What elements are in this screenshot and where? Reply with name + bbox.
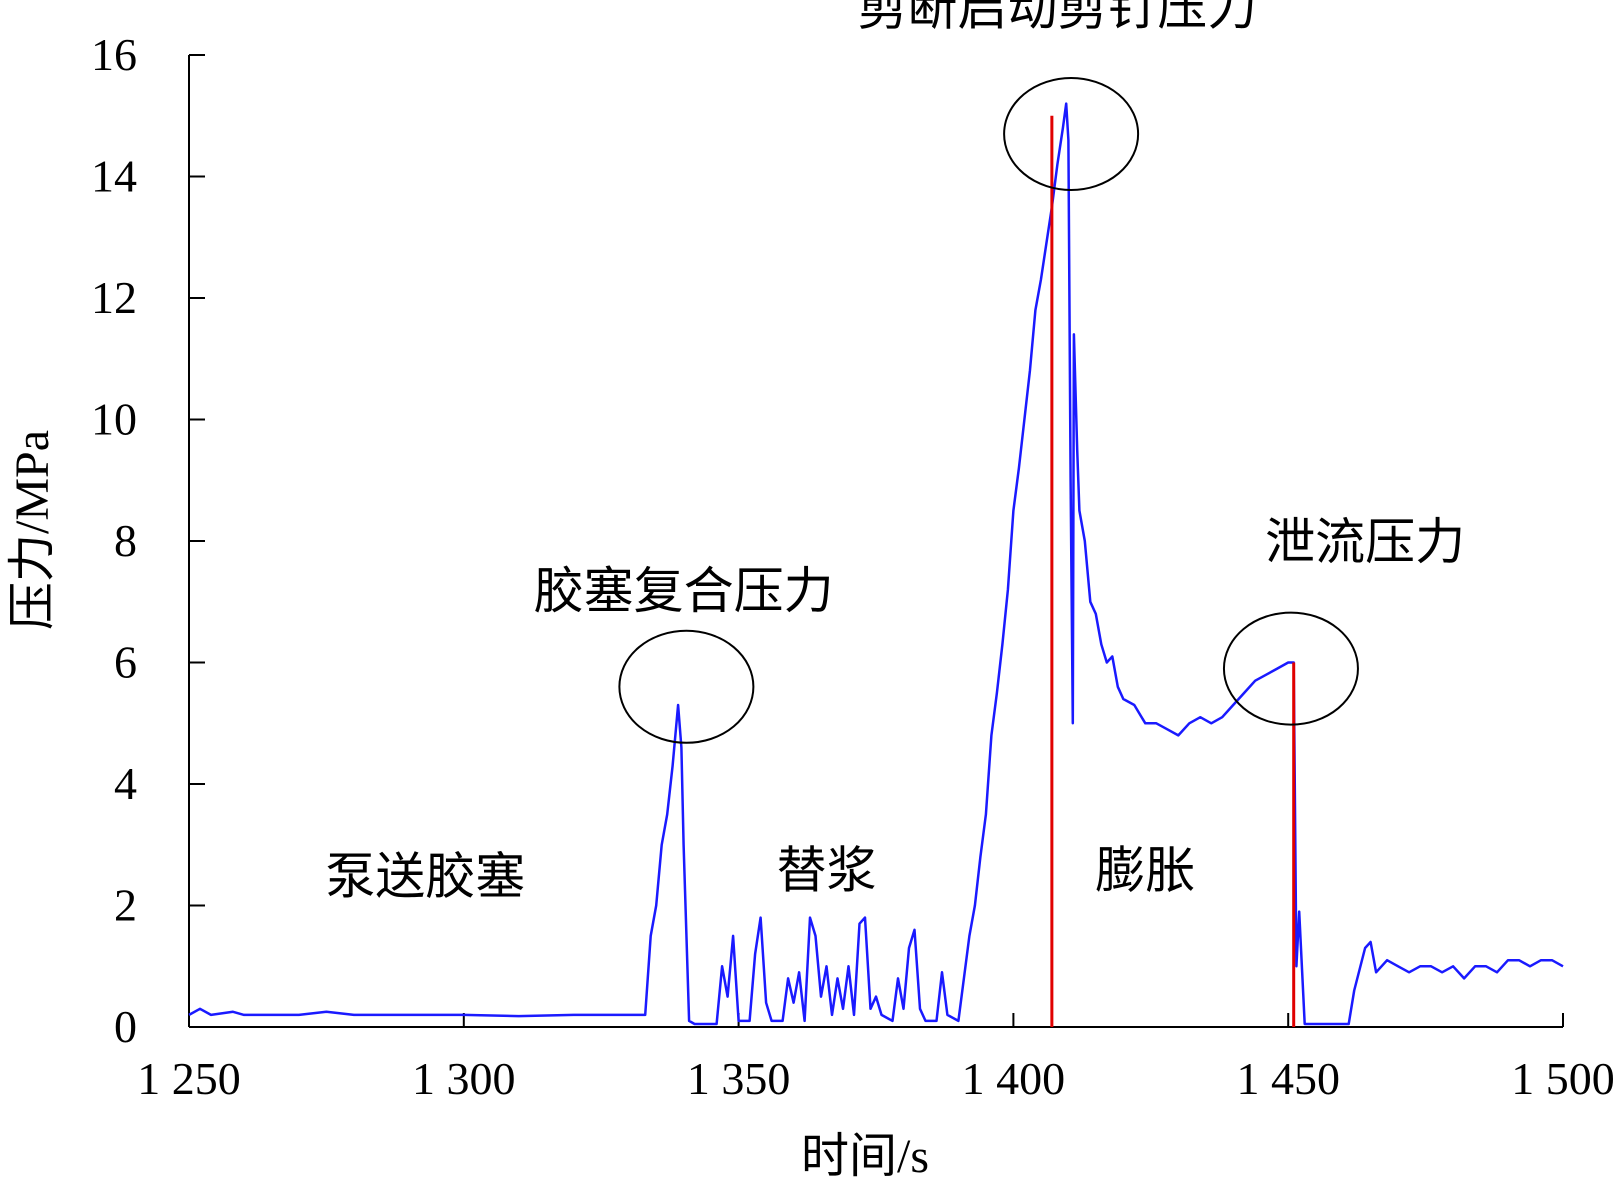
annotation-label: 替浆: [777, 841, 877, 899]
event-lines: [1050, 115, 1296, 1027]
highlight-circles: [618, 76, 1359, 744]
x-tick-label: 1 300: [412, 1053, 516, 1104]
y-tick-label: 16: [91, 29, 137, 80]
y-tick-label: 10: [91, 394, 137, 445]
y-tick-label: 6: [114, 637, 137, 688]
y-tick-label: 2: [114, 880, 137, 931]
ticks: 0 2 4 6 8 10 12 14 16 1 250 1 300 1 350 1 400 1 450 1 …: [91, 29, 1615, 1104]
x-tick-label: 1 500: [1511, 1053, 1615, 1104]
y-tick-label: 8: [114, 515, 137, 566]
highlight-circle: [618, 629, 755, 744]
annotation-label: 泵送胶塞: [325, 847, 525, 905]
highlight-circle: [1003, 76, 1140, 191]
y-axis-title: 压力/MPa: [6, 430, 59, 630]
x-tick-label: 1 400: [962, 1053, 1066, 1104]
annotation-label: 剪断启动剪钉压力: [857, 0, 1257, 37]
y-tick-label: 4: [114, 758, 137, 809]
x-tick-label: 1 250: [137, 1053, 241, 1104]
y-tick-label: 0: [114, 1001, 137, 1052]
annotation-label: 泄流压力: [1265, 513, 1465, 571]
x-axis-title: 时间/s: [801, 1130, 929, 1183]
series-layer: [188, 102, 1564, 1026]
annotation-label: 胶塞复合压力: [534, 562, 834, 620]
x-tick-label: 1 450: [1236, 1053, 1340, 1104]
y-tick-label: 14: [91, 151, 137, 202]
highlight-circle: [1222, 611, 1359, 726]
annotation-label: 膨胀: [1095, 841, 1195, 899]
y-tick-label: 12: [91, 272, 137, 323]
pressure-series-line: [188, 102, 1564, 1026]
x-tick-label: 1 350: [687, 1053, 791, 1104]
